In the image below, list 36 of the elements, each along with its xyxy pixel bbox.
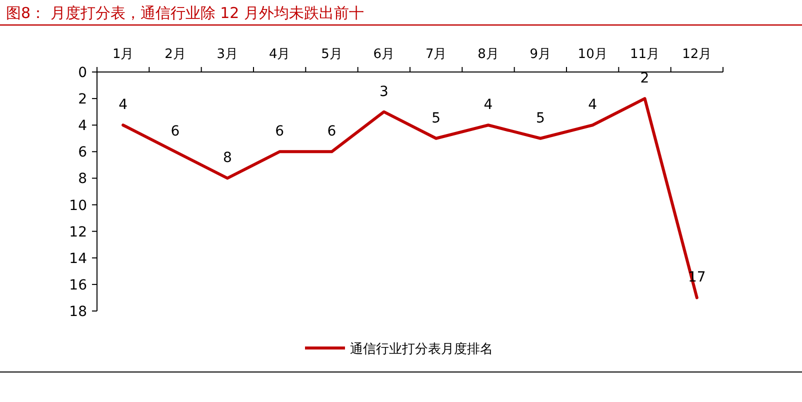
- x-tick-label: 6月: [373, 47, 395, 62]
- y-tick-label: 18: [69, 304, 87, 320]
- x-tick-label: 11月: [630, 47, 660, 62]
- x-tick-label: 8月: [478, 47, 499, 62]
- y-tick-label: 2: [78, 92, 87, 108]
- x-tick-label: 10月: [578, 47, 608, 62]
- data-label: 3: [379, 84, 388, 100]
- legend-label: 通信行业打分表月度排名: [350, 341, 493, 357]
- x-tick-label: 3月: [216, 47, 238, 62]
- x-tick-label: 4月: [268, 47, 290, 62]
- y-tick-label: 8: [78, 171, 87, 188]
- y-tick-label: 10: [69, 198, 87, 214]
- data-label: 6: [170, 124, 180, 140]
- data-label: 6: [275, 124, 284, 140]
- data-label: 5: [432, 110, 441, 126]
- data-label: 2: [640, 70, 650, 87]
- y-tick-label: 0: [78, 65, 87, 81]
- x-tick-label: 9月: [530, 47, 552, 62]
- data-label: 4: [588, 97, 598, 114]
- data-label: 5: [536, 110, 545, 126]
- legend: 通信行业打分表月度排名: [305, 342, 493, 357]
- y-tick-label: 16: [69, 277, 88, 294]
- x-tick-label: 5月: [321, 47, 342, 62]
- y-tick-label: 12: [69, 224, 87, 240]
- data-label: 4: [484, 97, 493, 114]
- x-tick-label: 7月: [425, 47, 447, 62]
- data-label: 8: [222, 150, 232, 166]
- x-tick-label: 2月: [164, 47, 186, 62]
- x-tick-label: 1月: [112, 47, 134, 62]
- y-tick-label: 14: [69, 250, 88, 267]
- y-tick-label: 6: [78, 144, 88, 161]
- y-tick-label: 4: [78, 118, 88, 134]
- title: 图8： 月度打分表，通信行业除 12 月外均未跌出前十: [6, 4, 364, 22]
- x-tick-label: 12月: [682, 47, 712, 62]
- data-label: 6: [327, 124, 336, 140]
- data-label: 4: [118, 97, 128, 114]
